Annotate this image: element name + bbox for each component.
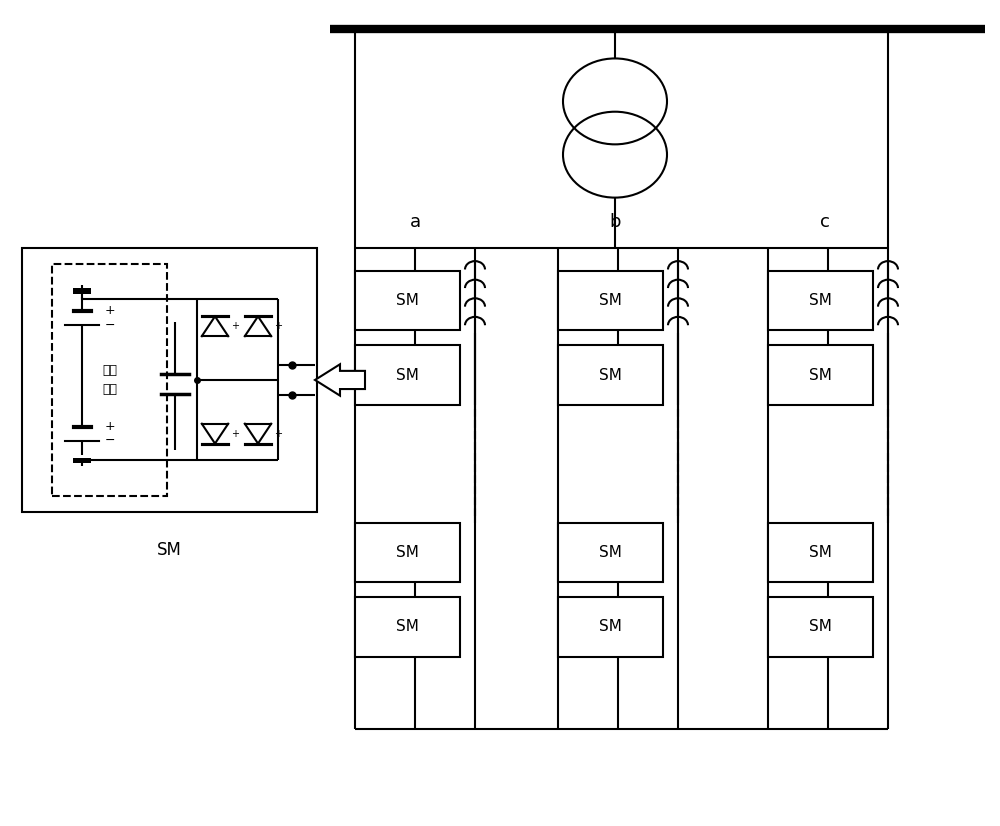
Text: SM: SM	[396, 545, 419, 560]
Text: +: +	[231, 321, 239, 331]
Bar	[73, 458, 91, 463]
Text: +: +	[231, 429, 239, 439]
Text: SM: SM	[599, 293, 622, 308]
Bar	[355, 271, 460, 330]
Text: b: b	[609, 213, 621, 231]
Bar	[355, 523, 460, 582]
Text: SM: SM	[809, 620, 832, 634]
Text: SM: SM	[599, 620, 622, 634]
Bar	[768, 271, 873, 330]
Text: SM: SM	[809, 545, 832, 560]
Text: SM: SM	[809, 368, 832, 382]
Text: +: +	[105, 305, 116, 317]
Text: SM: SM	[599, 368, 622, 382]
Text: c: c	[820, 213, 830, 231]
Text: −: −	[105, 434, 116, 447]
Bar	[768, 345, 873, 405]
Bar	[52, 264, 167, 496]
Bar	[558, 345, 663, 405]
Text: SM: SM	[396, 293, 419, 308]
Text: 接口
电路: 接口 电路	[102, 364, 117, 396]
Text: −: −	[105, 319, 116, 331]
Bar	[355, 597, 460, 657]
Text: a: a	[409, 213, 421, 231]
Text: SM: SM	[157, 541, 182, 559]
Bar	[558, 597, 663, 657]
Text: +: +	[274, 429, 282, 439]
Text: SM: SM	[599, 545, 622, 560]
Bar	[768, 597, 873, 657]
Bar	[558, 271, 663, 330]
Text: SM: SM	[396, 620, 419, 634]
Text: +: +	[105, 420, 116, 433]
Bar	[22, 248, 317, 512]
Text: +: +	[274, 321, 282, 331]
Bar	[73, 288, 91, 294]
Bar	[355, 345, 460, 405]
FancyArrow shape	[315, 364, 365, 396]
Text: SM: SM	[809, 293, 832, 308]
Bar	[768, 523, 873, 582]
Bar	[558, 523, 663, 582]
Text: SM: SM	[396, 368, 419, 382]
